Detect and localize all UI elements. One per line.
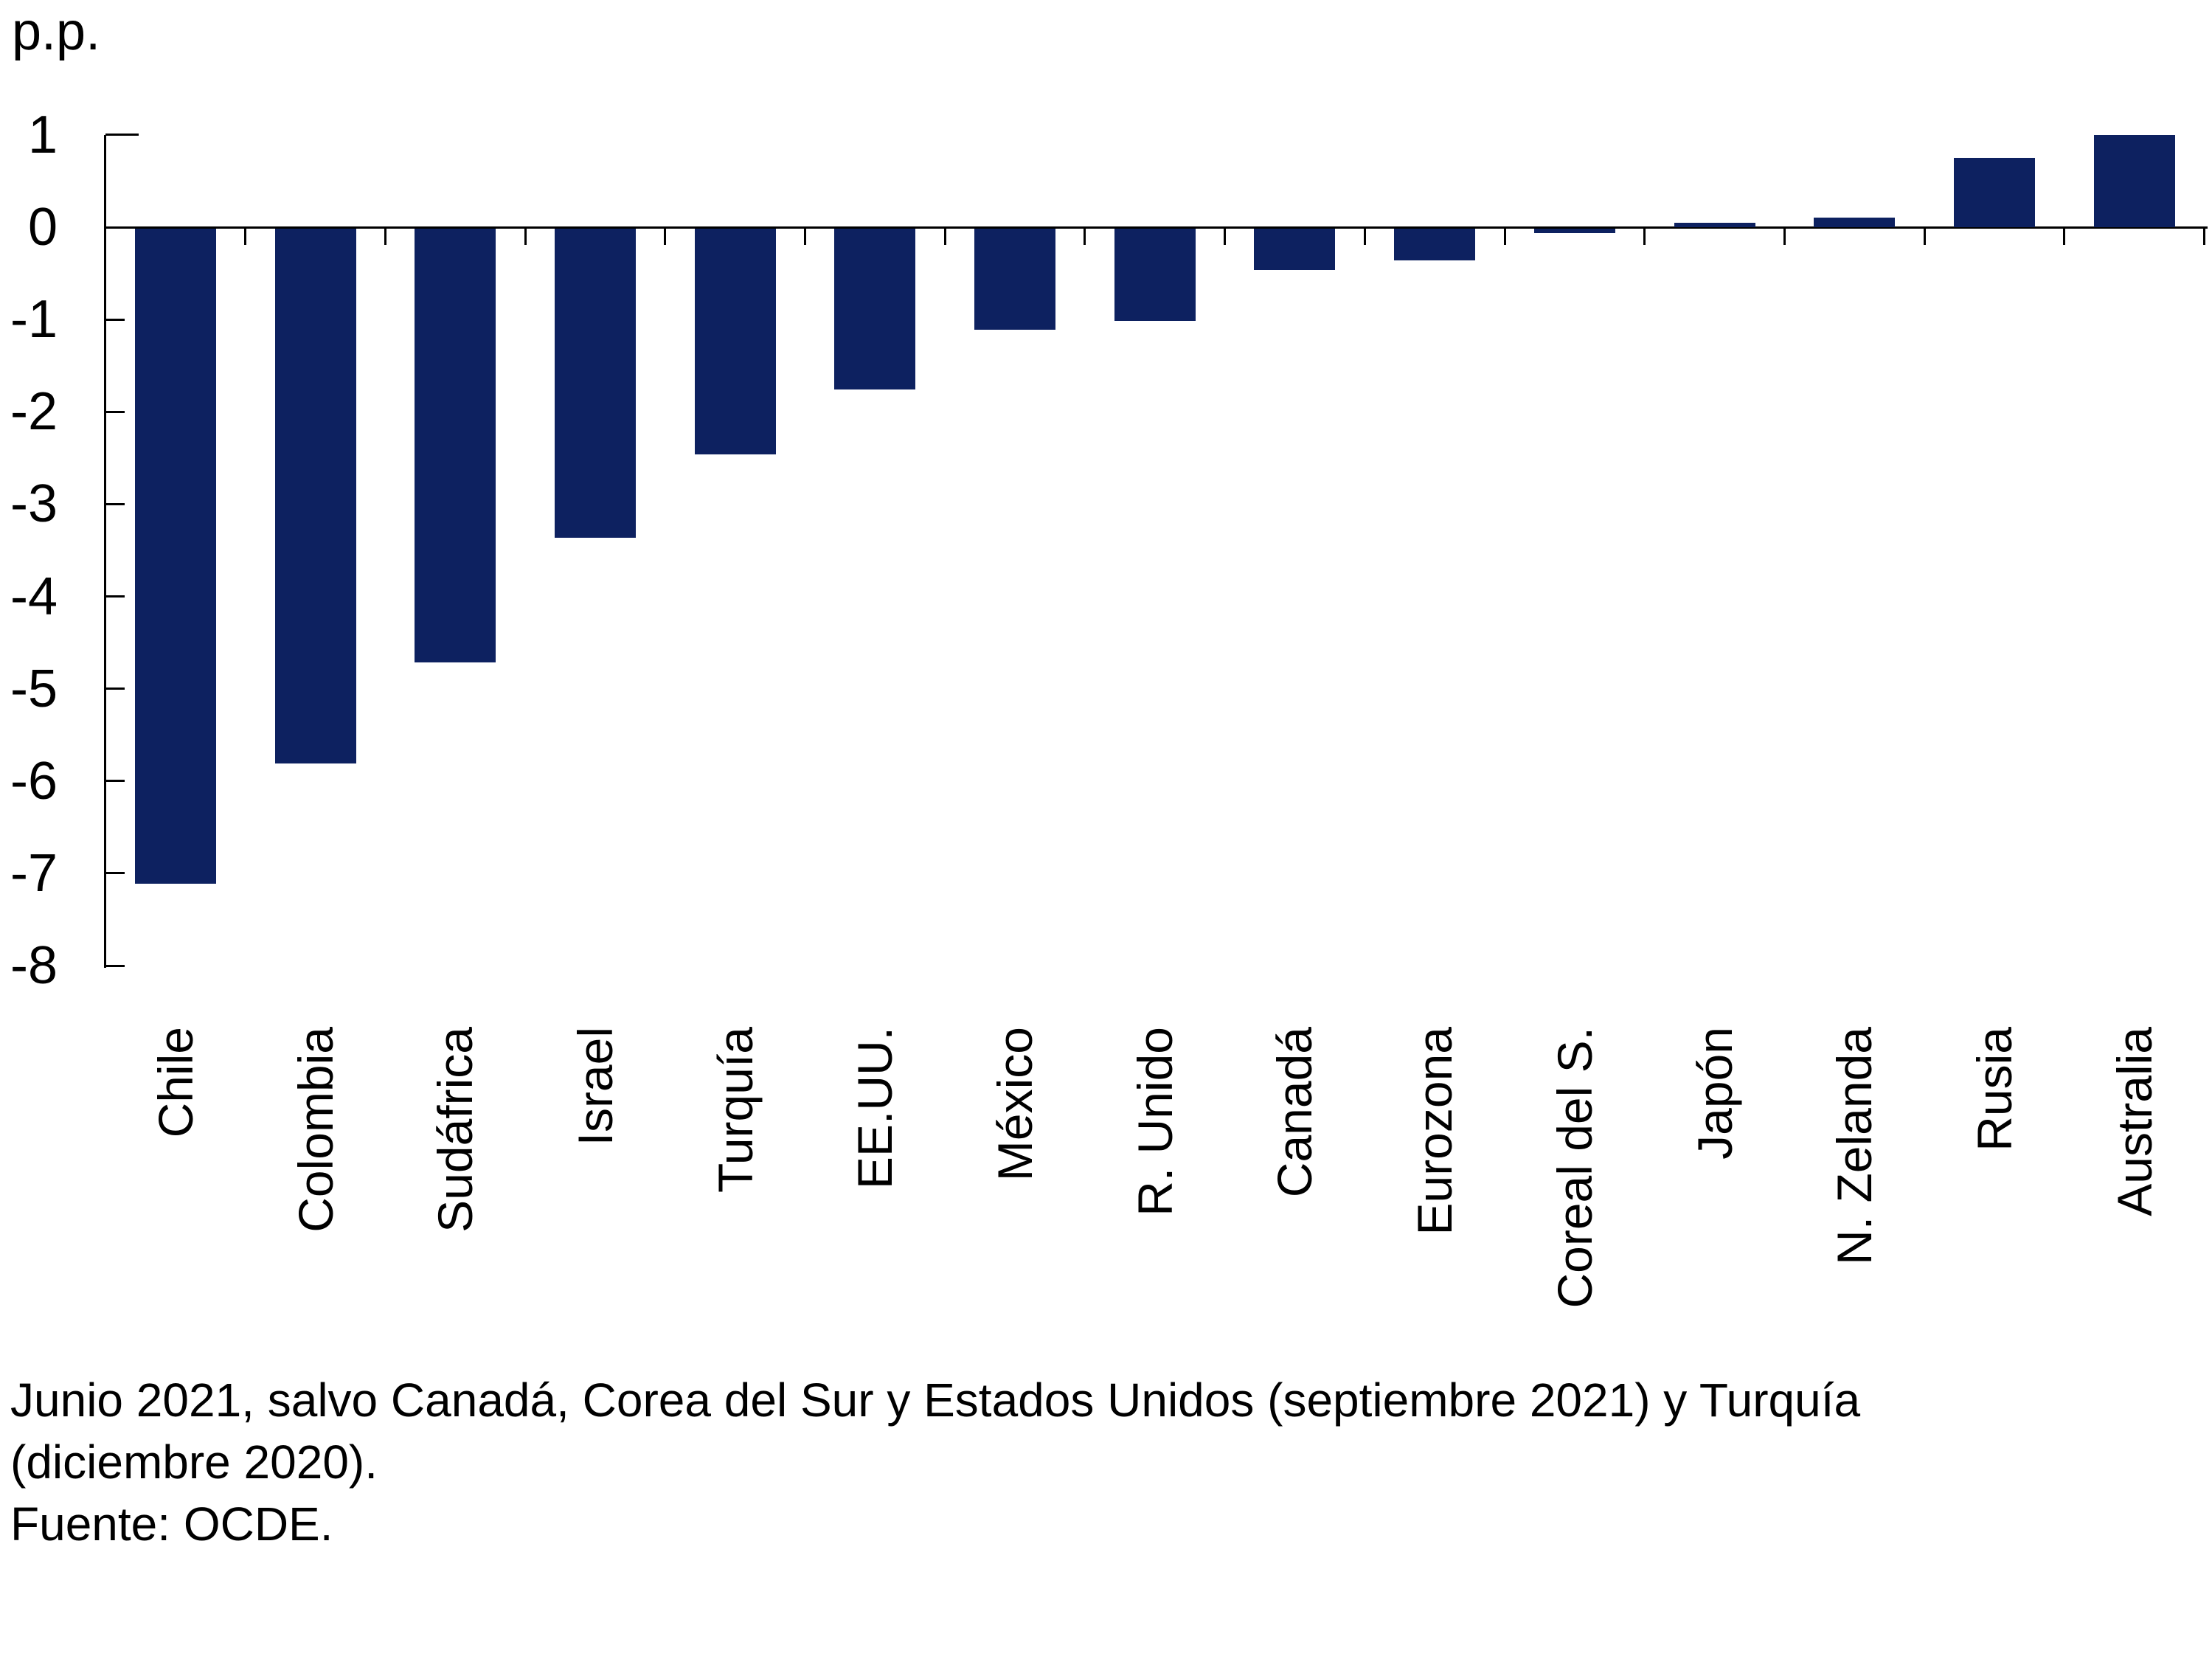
category-label-turquia: Turquía	[707, 1027, 763, 1194]
y-tick-label: -3	[10, 474, 58, 534]
y-tick-label: -7	[10, 843, 58, 903]
y-tick-label: -5	[10, 659, 58, 718]
y-tick-label: 1	[27, 105, 58, 164]
y-tick	[105, 410, 125, 413]
category-label-n-zelanda: N. Zelanda	[1827, 1027, 1882, 1265]
x-boundary-tick	[384, 227, 386, 245]
y-tick	[105, 595, 125, 598]
x-boundary-tick	[1224, 227, 1227, 245]
x-boundary-tick	[1503, 227, 1506, 245]
x-boundary-tick	[2203, 227, 2205, 245]
y-axis-line	[104, 134, 106, 969]
x-boundary-tick	[524, 227, 527, 245]
category-label-mexico: México	[988, 1027, 1043, 1182]
x-boundary-tick	[1783, 227, 1786, 245]
category-label-ee-uu: EE.UU.	[847, 1027, 903, 1190]
bar-coreal-del-s	[1533, 228, 1615, 233]
bar-eurozona	[1394, 228, 1476, 261]
y-tick-label: -4	[10, 567, 58, 626]
category-label-coreal-del-s: Coreal del S.	[1547, 1027, 1602, 1309]
x-boundary-tick	[1084, 227, 1086, 245]
category-label-colombia: Colombia	[288, 1027, 343, 1233]
y-tick-label: -6	[10, 751, 58, 811]
bar-ee-uu	[834, 228, 916, 390]
category-label-australia: Australia	[2107, 1027, 2162, 1216]
x-boundary-tick	[1363, 227, 1366, 245]
category-label-eurozona: Eurozona	[1407, 1027, 1463, 1236]
y-tick-label: 0	[27, 198, 58, 257]
footnote-line-2: (diciembre 2020).	[10, 1435, 378, 1489]
bar-n-zelanda	[1814, 218, 1896, 227]
bar-japon	[1674, 222, 1755, 227]
x-boundary-tick	[244, 227, 247, 245]
bar-sudafrica	[415, 228, 496, 662]
bar-chile	[134, 228, 216, 884]
x-boundary-tick	[1643, 227, 1646, 245]
category-label-canada: Canadá	[1267, 1027, 1322, 1198]
zero-baseline	[104, 226, 2208, 229]
bar-canada	[1254, 228, 1336, 270]
y-tick-label: -8	[10, 936, 58, 996]
x-boundary-tick	[943, 227, 946, 245]
x-boundary-tick	[804, 227, 806, 245]
y-tick	[105, 872, 125, 875]
footnote: Junio 2021, salvo Canadá, Corea del Sur …	[10, 1369, 1860, 1555]
y-axis-unit-label: p.p.	[12, 2, 101, 61]
y-tick-label: -2	[10, 382, 58, 442]
y-tick	[105, 964, 125, 967]
bar-australia	[2093, 134, 2175, 227]
category-label-israel: Israel	[567, 1027, 623, 1146]
category-label-r-unido: R. Unido	[1127, 1027, 1182, 1216]
bar-r-unido	[1114, 228, 1196, 321]
footnote-line-3: Fuente: OCDE.	[10, 1497, 333, 1551]
y-tick	[105, 688, 125, 690]
y-tick	[105, 780, 125, 783]
x-boundary-tick	[2063, 227, 2066, 245]
y-tick	[105, 502, 125, 505]
category-label-chile: Chile	[148, 1027, 203, 1138]
bar-mexico	[974, 228, 1056, 330]
x-boundary-tick	[1923, 227, 1926, 245]
y-tick-label: -1	[10, 290, 58, 350]
y-tick	[105, 318, 125, 321]
bar-colombia	[274, 228, 356, 764]
bar-turquia	[694, 228, 776, 455]
x-boundary-tick	[664, 227, 667, 245]
bar-israel	[554, 228, 636, 538]
y-tick	[105, 134, 139, 136]
category-label-japon: Japón	[1687, 1027, 1742, 1160]
category-label-rusia: Rusia	[1966, 1027, 2022, 1151]
category-label-sudafrica: Sudáfrica	[428, 1027, 483, 1233]
bar-rusia	[1953, 158, 2035, 227]
footnote-line-1: Junio 2021, salvo Canadá, Corea del Sur …	[10, 1374, 1861, 1427]
